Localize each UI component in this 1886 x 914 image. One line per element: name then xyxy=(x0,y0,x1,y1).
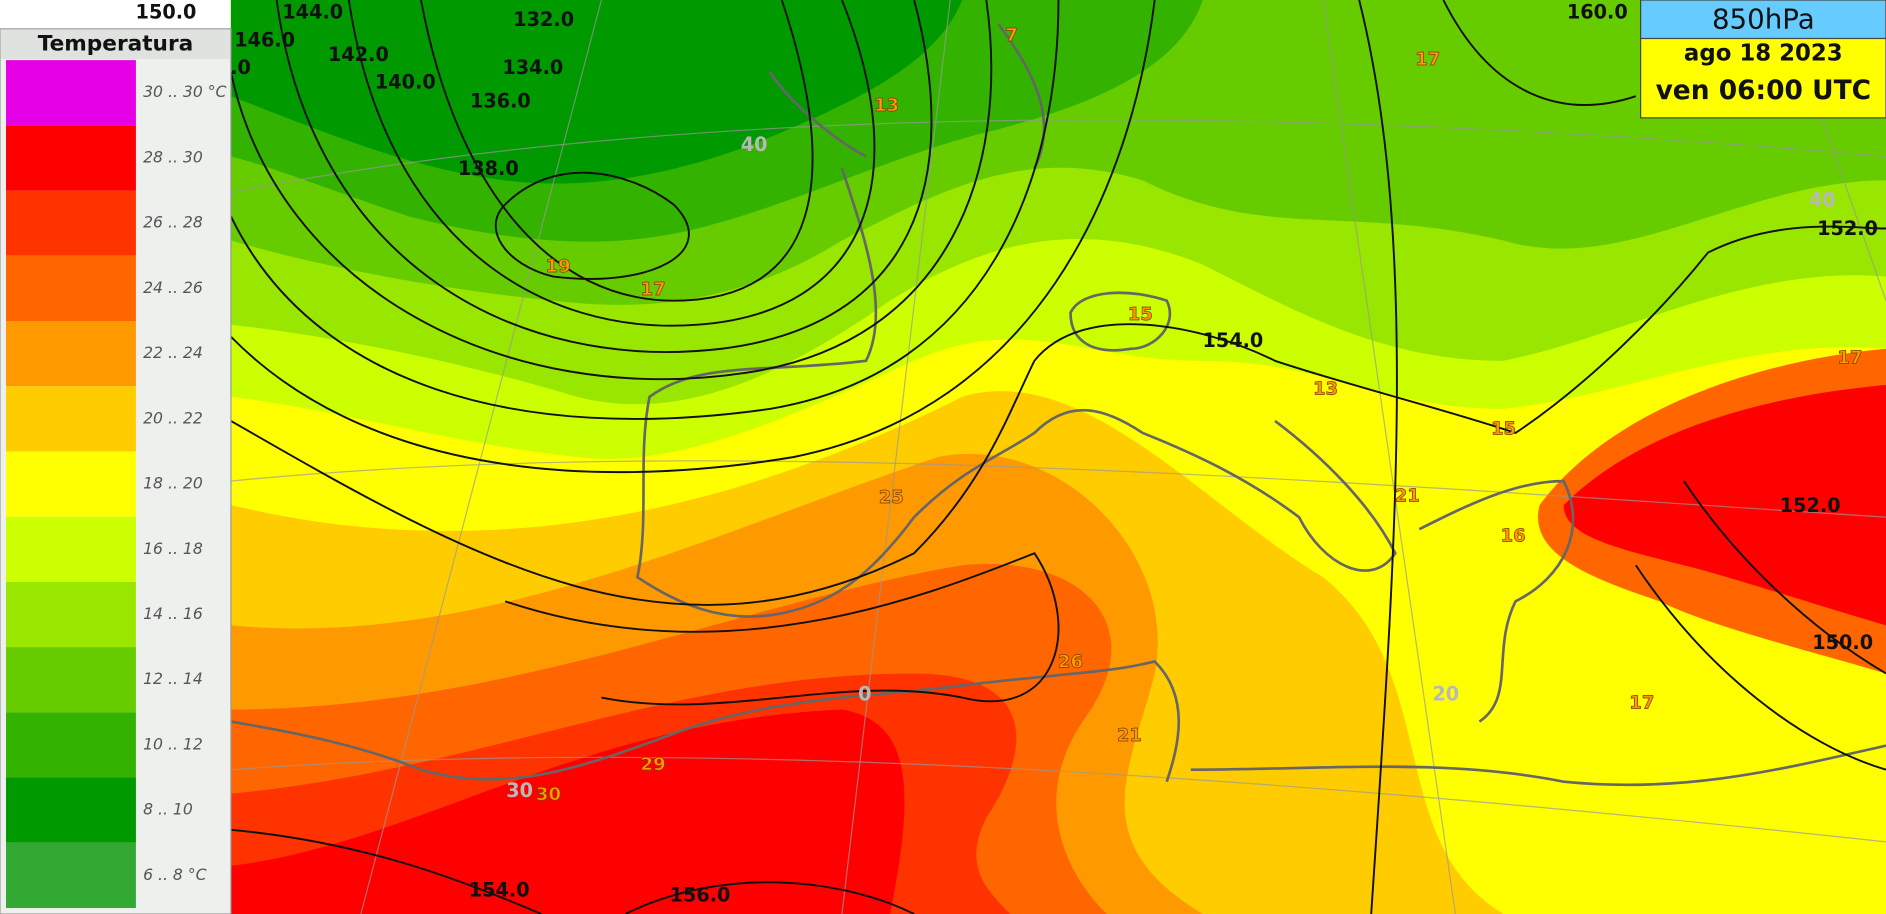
legend-label: 16 .. 18 xyxy=(143,539,203,558)
contour-label: 142.0 xyxy=(328,43,389,66)
temperature-field xyxy=(230,0,1886,914)
graticule-label: 20 xyxy=(1432,683,1459,706)
temperature-label: 30 xyxy=(536,784,561,805)
legend-label: 24 .. 26 xyxy=(143,278,203,297)
legend: Temperatura 30 .. 30 °C 28 .. 30 26 .. 28 2… xyxy=(0,28,232,914)
legend-label: 8 .. 10 xyxy=(143,800,193,819)
legend-swatch xyxy=(6,60,136,126)
legend-label: 12 .. 14 xyxy=(143,669,203,688)
graticule-label: 40 xyxy=(1809,188,1836,211)
temperature-label: 17 xyxy=(1837,347,1862,368)
legend-swatch xyxy=(6,842,136,908)
legend-label: 26 .. 28 xyxy=(143,213,203,232)
temperature-label: 17 xyxy=(1415,49,1440,70)
contour-label: 146.0 xyxy=(234,28,295,51)
legend-swatch xyxy=(6,321,136,387)
legend-label: 6 .. 8 °C xyxy=(143,865,207,884)
legend-swatch xyxy=(6,451,136,517)
legend-header xyxy=(1,30,230,59)
contour-label: 150.0 xyxy=(136,1,197,24)
temperature-label: 17 xyxy=(641,279,666,300)
legend-swatch xyxy=(6,190,136,256)
isohypses xyxy=(229,0,1886,914)
contour-label: 154.0 xyxy=(1202,329,1263,352)
graticule-label: 30 xyxy=(506,779,533,802)
temperature-label: 17 xyxy=(1629,693,1654,714)
temperature-label: 26 xyxy=(1058,652,1083,673)
graticule-label: 0 xyxy=(858,683,871,706)
forecast-time: ven 06:00 UTC xyxy=(1656,75,1871,106)
legend-swatch xyxy=(6,516,136,582)
legend-title: Temperatura xyxy=(38,31,193,56)
legend-swatch xyxy=(6,255,136,322)
contour-label: 150.0 xyxy=(1812,631,1873,654)
contour-label: 134.0 xyxy=(502,56,563,79)
temperature-label: 13 xyxy=(874,95,899,116)
map-labels: 150.0 144.0 132.0146.0142.0134.0140.0136.0… xyxy=(136,1,1878,907)
temperature-label: 15 xyxy=(1128,304,1153,325)
temperature-label: 19 xyxy=(546,256,571,277)
legend-label: 22 .. 24 xyxy=(143,343,203,362)
legend-swatch xyxy=(6,647,136,713)
contour-label: 156.0 xyxy=(670,883,731,906)
header-level-background xyxy=(1640,0,1886,40)
graticule-label: 40 xyxy=(741,133,768,156)
temperature-label: 21 xyxy=(1117,725,1142,746)
legend-label: 20 .. 22 xyxy=(143,408,203,427)
legend-label: 30 .. 30 °C xyxy=(143,82,226,101)
contour-label: 160.0 xyxy=(1567,1,1628,24)
header-box: 850hPa ago 18 2023 ven 06:00 UTC xyxy=(1640,0,1886,119)
legend-label: 14 .. 16 xyxy=(143,604,203,623)
contour-label: 144.0 xyxy=(282,1,343,24)
contour-label: 152.0 xyxy=(1817,217,1878,240)
contour-label: 138.0 xyxy=(458,157,519,180)
temperature-label: 13 xyxy=(1313,379,1338,400)
contour-label: 152.0 xyxy=(1780,494,1841,517)
legend-label: 28 .. 30 xyxy=(143,147,203,166)
forecast-date: ago 18 2023 xyxy=(1684,41,1843,67)
temperature-label: 21 xyxy=(1395,486,1420,507)
legend-items: 30 .. 30 °C 28 .. 30 26 .. 28 24 .. 26 22 ..… xyxy=(6,60,227,908)
contour-label: 154.0 xyxy=(469,879,530,902)
legend-swatch xyxy=(6,777,136,843)
legend-swatch xyxy=(6,581,136,648)
graticule xyxy=(230,0,1886,914)
legend-swatch xyxy=(6,712,136,778)
pressure-level: 850hPa xyxy=(1712,2,1815,35)
legend-swatch xyxy=(6,386,136,452)
temperature-label: 15 xyxy=(1491,418,1516,439)
temperature-label: 29 xyxy=(641,754,666,775)
legend-swatch xyxy=(6,125,136,191)
temperature-label: 16 xyxy=(1501,525,1526,546)
legend-label: 18 .. 20 xyxy=(143,474,203,493)
contour-label: .0 xyxy=(230,56,251,79)
contour-label: 132.0 xyxy=(513,8,574,31)
coastlines xyxy=(230,23,1886,787)
contour-label: 140.0 xyxy=(375,70,436,93)
legend-label: 10 .. 12 xyxy=(143,734,203,753)
temperature-label: 25 xyxy=(879,487,904,508)
contour-label: 136.0 xyxy=(470,90,531,113)
temperature-label: 7 xyxy=(1005,25,1018,46)
